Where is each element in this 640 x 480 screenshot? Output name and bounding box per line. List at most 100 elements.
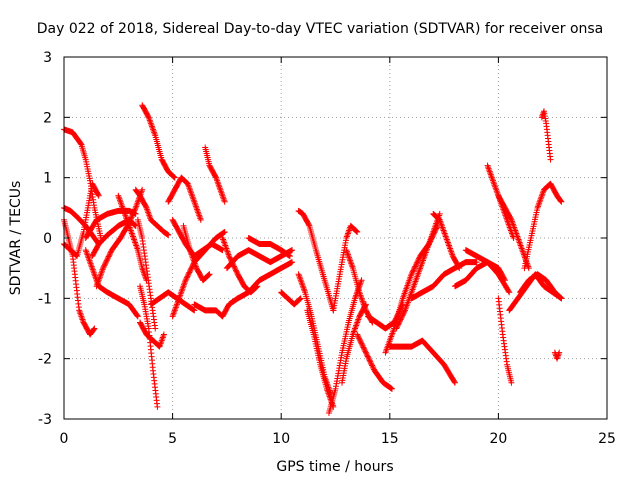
data-point <box>393 325 400 332</box>
data-point <box>296 296 303 303</box>
x-tick-label: 15 <box>381 431 399 447</box>
data-point <box>182 277 189 284</box>
data-point <box>226 254 233 261</box>
data-point <box>305 221 312 228</box>
data-point <box>233 268 240 275</box>
data-point <box>507 215 514 222</box>
series-arc-47 <box>517 271 565 302</box>
data-point <box>506 289 513 296</box>
data-point <box>145 113 152 120</box>
data-point <box>366 356 373 363</box>
series-arc-48 <box>521 180 565 272</box>
data-point <box>414 258 421 265</box>
data-point <box>408 271 415 278</box>
data-point <box>187 266 194 273</box>
data-point <box>134 313 141 320</box>
data-point <box>104 256 111 263</box>
data-point <box>393 324 400 331</box>
data-point <box>451 379 458 386</box>
data-point <box>131 221 138 228</box>
axis-ticks: 0 5 10 15 20 25 -3 -2 -1 0 1 2 3 <box>38 50 616 447</box>
data-point <box>395 321 402 328</box>
data-point <box>356 335 363 342</box>
data-point <box>370 365 377 372</box>
data-point <box>354 228 361 235</box>
series-arc-12 <box>137 319 167 350</box>
data-point <box>398 313 405 320</box>
data-point <box>394 322 401 329</box>
data-point <box>368 361 375 368</box>
data-point <box>360 344 367 351</box>
x-tick-label: 5 <box>168 431 177 447</box>
data-point <box>362 348 369 355</box>
data-point <box>556 349 563 356</box>
data-point <box>205 271 212 278</box>
series-arc-15 <box>147 289 198 314</box>
data-point <box>73 252 80 259</box>
series-arc-25 <box>245 235 293 260</box>
data-point <box>289 247 296 254</box>
series-arc-8 <box>82 247 141 320</box>
data-point <box>191 307 198 314</box>
data-point <box>359 341 366 348</box>
data-point <box>501 276 508 283</box>
series-arc-38 <box>386 337 458 386</box>
data-point <box>367 358 374 365</box>
data-point <box>401 308 408 315</box>
series-arc-44 <box>495 192 532 272</box>
x-tick-label: 0 <box>60 431 69 447</box>
data-point <box>103 257 110 264</box>
series-arc-9 <box>115 192 150 284</box>
data-point <box>413 260 420 267</box>
data-point <box>411 264 418 271</box>
data-point <box>221 228 228 235</box>
data-point <box>95 192 102 199</box>
data-point <box>132 206 139 213</box>
data-point <box>100 265 107 272</box>
data-point <box>188 264 195 271</box>
series-arc-16 <box>165 174 204 223</box>
data-point <box>152 325 159 332</box>
y-tick-label: -2 <box>38 352 52 368</box>
data-point <box>286 253 293 260</box>
data-point <box>505 288 512 295</box>
data-point <box>369 363 376 370</box>
data-point <box>358 340 365 347</box>
data-point <box>212 173 219 180</box>
data-point <box>399 312 406 319</box>
data-point <box>364 353 371 360</box>
series-arc-13 <box>137 283 161 410</box>
data-point <box>547 156 554 163</box>
data-point <box>297 295 304 302</box>
y-tick-label: 2 <box>43 110 52 126</box>
chart-title: Day 022 of 2018, Sidereal Day-to-day VTE… <box>37 21 604 37</box>
data-point <box>105 254 112 261</box>
data-point <box>185 272 192 279</box>
data-point <box>103 258 110 265</box>
data-point <box>455 264 462 271</box>
series-arc-45 <box>495 295 515 386</box>
data-point <box>106 252 113 259</box>
data-point <box>90 326 97 333</box>
data-point <box>101 262 108 269</box>
data-point <box>100 263 107 270</box>
data-point <box>185 270 192 277</box>
data-point <box>131 207 138 214</box>
series-arc-42 <box>462 247 508 284</box>
x-tick-label: 25 <box>598 431 616 447</box>
data-point <box>361 345 368 352</box>
series-arc-4 <box>61 180 102 260</box>
data-point <box>197 216 204 223</box>
data-point <box>436 210 443 217</box>
data-point <box>451 378 458 385</box>
data-point <box>501 277 508 284</box>
x-axis-label: GPS time / hours <box>276 459 393 475</box>
data-point <box>232 267 239 274</box>
data-point <box>363 350 370 357</box>
data-point <box>397 317 404 324</box>
data-point <box>183 274 190 281</box>
data-point <box>412 262 419 269</box>
x-tick-label: 10 <box>272 431 290 447</box>
x-tick-label: 20 <box>489 431 507 447</box>
